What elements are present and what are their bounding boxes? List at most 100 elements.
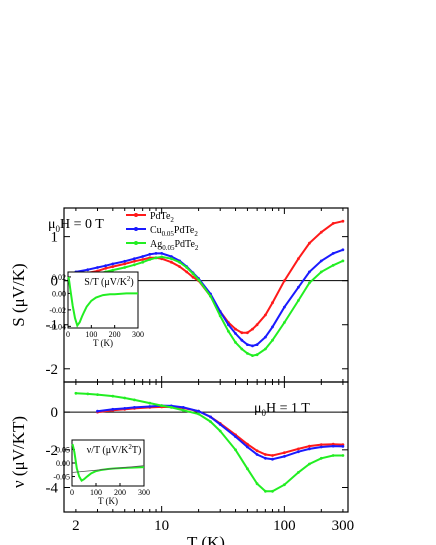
panel-bottom: 0 -2 -4 2 10 100 300 T (K) ν (μV/KT) μ0H = 1 T 0.0…	[9, 381, 355, 545]
x-tick-label: 10	[154, 518, 169, 534]
series-line	[75, 392, 343, 493]
data-point	[271, 457, 274, 461]
data-point	[283, 305, 286, 309]
data-point	[297, 257, 300, 261]
y-tick-label: 1	[51, 230, 59, 246]
field-annotation: μ0H = 1 T	[254, 401, 310, 418]
legend-label: Cu0.05PdTe2	[150, 225, 198, 238]
y-tick-label: 0	[51, 405, 59, 421]
x-axis-label: T (K)	[187, 533, 225, 545]
data-point	[271, 301, 274, 305]
data-point	[170, 406, 173, 409]
inset-x-tick-label: 300	[132, 330, 144, 339]
data-point	[308, 444, 311, 448]
data-point	[264, 335, 267, 339]
data-point	[234, 332, 237, 335]
inset-title: ν/T (μV/K2T)	[87, 443, 142, 456]
data-point	[227, 323, 230, 327]
data-point	[341, 259, 345, 263]
data-point	[96, 409, 99, 413]
y-axis-label: S (μV/K)	[9, 263, 28, 326]
data-point	[111, 262, 115, 266]
data-point	[246, 442, 249, 446]
x-tick-label: 300	[332, 518, 355, 534]
data-point	[331, 444, 335, 448]
data-point	[227, 329, 230, 333]
legend-item: Ag0.05PdTe2	[126, 239, 199, 252]
y-tick-label: -4	[46, 481, 59, 497]
data-point	[209, 420, 212, 423]
data-point	[341, 454, 345, 457]
legend-item: Cu0.05PdTe2	[126, 225, 198, 238]
data-point	[133, 259, 136, 263]
inset-y-tick-label: -0.05	[53, 473, 70, 482]
data-point	[331, 252, 335, 255]
data-point	[133, 406, 136, 409]
inset-x-tick-label: 200	[109, 330, 121, 339]
inset-y-tick-label: 0.00	[56, 459, 70, 468]
data-point	[218, 423, 222, 426]
data-point	[308, 462, 311, 466]
data-point	[197, 412, 201, 416]
data-point	[283, 279, 286, 283]
data-point	[255, 449, 259, 453]
legend-marker	[134, 241, 138, 245]
x-tick-label: 100	[273, 518, 296, 534]
data-point	[104, 266, 108, 270]
data-point	[160, 252, 164, 255]
data-point	[246, 331, 249, 335]
data-point	[283, 451, 286, 455]
data-point	[111, 268, 115, 272]
data-point	[154, 256, 158, 260]
series-line	[75, 255, 344, 357]
data-point	[181, 408, 185, 412]
data-point	[96, 393, 99, 396]
inset-y-tick-label: 0.05	[56, 445, 70, 454]
data-point	[197, 278, 201, 282]
data-point	[319, 230, 323, 234]
data-point	[319, 259, 323, 263]
data-point	[246, 445, 249, 449]
inset-x-tick-label: 0	[70, 488, 74, 497]
data-point	[191, 275, 195, 279]
series-Cu0.05PdTe2	[96, 404, 345, 461]
data-point	[74, 391, 78, 395]
series-line	[75, 248, 344, 347]
data-point	[133, 263, 136, 267]
inset-x-tick-label: 300	[138, 488, 150, 497]
data-point	[123, 407, 127, 410]
data-point	[123, 262, 127, 266]
data-point	[197, 409, 201, 413]
data-point	[111, 394, 115, 398]
data-point	[297, 299, 300, 302]
data-point	[271, 489, 274, 493]
inset-x-tick-label: 100	[90, 488, 102, 497]
panel-top: 1 0 -1 -2 S (μV/K) μ0H = 0 T PdTe2Cu0.05PdTe2A…	[9, 207, 349, 383]
data-point	[264, 313, 267, 317]
data-point	[141, 258, 145, 261]
data-point	[251, 354, 254, 357]
inset-y-tick-label: -0.04	[49, 322, 66, 331]
inset-series-line	[67, 276, 138, 328]
inset-series-line	[71, 465, 145, 473]
series-Cu0.05PdTe2	[74, 248, 345, 348]
data-point	[234, 448, 237, 452]
inset-bottom: 0.05 0.00 -0.050 100 200 300 T (K) ν/T (μV/K2T)	[53, 439, 150, 506]
data-point	[148, 401, 152, 405]
data-point	[319, 445, 323, 449]
data-point	[133, 257, 136, 261]
data-point	[141, 255, 145, 258]
y-tick-label: -2	[46, 443, 59, 459]
inset-y-tick-label: 0.02	[52, 273, 66, 282]
data-point	[255, 482, 259, 486]
data-point	[255, 453, 259, 456]
data-point	[341, 445, 345, 448]
data-point	[240, 338, 244, 342]
data-point	[148, 252, 152, 256]
data-point	[283, 321, 286, 324]
data-point	[218, 314, 222, 318]
data-point	[133, 398, 136, 402]
data-point	[170, 255, 173, 258]
data-point	[255, 343, 259, 346]
